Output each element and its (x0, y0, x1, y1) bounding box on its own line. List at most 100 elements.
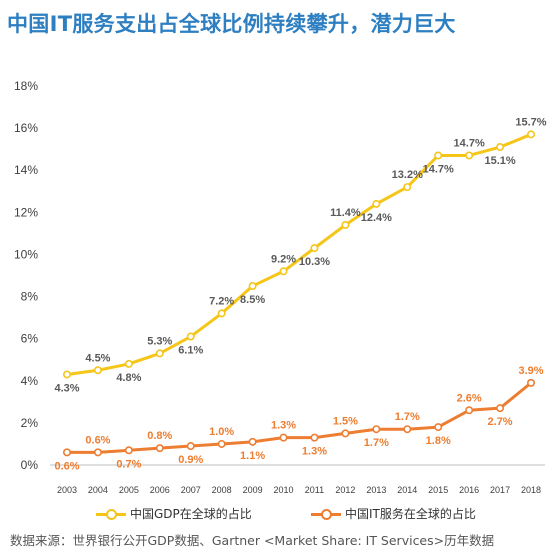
series-line-gdp (66, 133, 532, 376)
data-point-it (217, 439, 226, 448)
data-label-gdp: 7.2% (209, 295, 234, 307)
data-label-gdp: 4.5% (85, 352, 110, 364)
legend-item-it: 中国IT服务在全球的占比 (311, 505, 476, 522)
data-label-it: 0.7% (116, 458, 141, 470)
data-point-it (310, 433, 319, 442)
data-point-gdp (310, 244, 319, 253)
data-label-it: 0.9% (178, 454, 203, 466)
x-tick-label: 2013 (366, 485, 386, 495)
data-label-gdp: 15.1% (484, 155, 515, 167)
x-tick-label: 2003 (57, 485, 77, 495)
data-label-it: 1.0% (209, 426, 234, 438)
y-tick-label: 2% (21, 416, 39, 430)
legend-label-gdp: 中国GDP在全球的占比 (130, 507, 252, 521)
data-label-it: 2.6% (457, 392, 482, 404)
data-point-gdp (124, 359, 133, 368)
data-point-gdp (279, 267, 288, 276)
y-tick-label: 16% (14, 121, 38, 135)
data-point-it (124, 446, 133, 455)
data-label-gdp: 13.2% (392, 169, 423, 181)
data-label-gdp: 11.4% (330, 207, 361, 219)
x-tick-label: 2004 (88, 485, 108, 495)
data-label-it: 1.7% (364, 437, 389, 449)
y-tick-label: 0% (21, 458, 39, 472)
data-label-gdp: 10.3% (299, 256, 330, 268)
data-label-gdp: 12.4% (361, 212, 392, 224)
legend: 中国GDP在全球的占比 中国IT服务在全球的占比 (96, 505, 536, 523)
data-label-it: 1.3% (271, 420, 296, 432)
data-point-gdp (372, 199, 381, 208)
data-point-it (248, 437, 257, 446)
data-point-it (526, 378, 535, 387)
data-label-gdp: 4.8% (116, 372, 141, 384)
data-label-it: 1.5% (333, 415, 358, 427)
data-label-it: 2.7% (488, 416, 513, 428)
data-label-it: 1.8% (426, 435, 451, 447)
data-label-gdp: 15.7% (515, 116, 546, 128)
data-label-it: 0.6% (54, 460, 79, 472)
data-point-gdp (248, 282, 257, 291)
data-label-gdp: 14.7% (423, 163, 454, 175)
data-point-it (434, 423, 443, 432)
legend-label-it: 中国IT服务在全球的占比 (345, 507, 476, 521)
data-point-it (403, 425, 412, 434)
data-point-gdp (496, 143, 505, 152)
y-tick-label: 14% (14, 163, 38, 177)
x-tick-label: 2007 (181, 485, 201, 495)
data-label-it: 0.6% (85, 434, 110, 446)
x-tick-label: 2012 (335, 485, 355, 495)
data-point-gdp (155, 349, 164, 358)
data-point-it (341, 429, 350, 438)
x-tick-label: 2017 (490, 485, 510, 495)
data-point-gdp (93, 366, 102, 375)
data-point-it (465, 406, 474, 415)
x-tick-label: 2015 (428, 485, 448, 495)
data-point-it (372, 425, 381, 434)
data-label-it: 1.3% (302, 446, 327, 458)
x-tick-label: 2010 (274, 485, 294, 495)
data-label-it: 1.7% (395, 411, 420, 423)
data-label-it: 0.8% (147, 430, 172, 442)
data-label-gdp: 6.1% (178, 345, 203, 357)
x-tick-label: 2009 (243, 485, 263, 495)
y-tick-label: 10% (14, 247, 38, 261)
data-label-gdp: 14.7% (454, 137, 485, 149)
data-label-gdp: 9.2% (271, 253, 296, 265)
data-point-it (155, 444, 164, 453)
data-label-gdp: 8.5% (240, 294, 265, 306)
x-tick-label: 2011 (305, 485, 324, 495)
y-tick-label: 6% (21, 332, 39, 346)
data-label-gdp: 4.3% (54, 382, 79, 394)
x-tick-label: 2005 (119, 485, 139, 495)
x-tick-label: 2018 (521, 485, 541, 495)
x-tick-label: 2016 (459, 485, 479, 495)
data-point-it (279, 433, 288, 442)
data-point-it (62, 448, 71, 457)
x-tick-label: 2008 (212, 485, 232, 495)
data-point-gdp (62, 370, 71, 379)
data-point-gdp (465, 151, 474, 160)
legend-swatch-it (311, 507, 341, 521)
data-point-it (93, 448, 102, 457)
data-point-gdp (341, 220, 350, 229)
data-point-it (496, 404, 505, 413)
data-point-gdp (186, 332, 195, 341)
series-line-it (67, 381, 532, 454)
data-point-gdp (434, 151, 443, 160)
data-label-it: 3.9% (518, 365, 543, 377)
chart-title: 中国IT服务支出占全球比例持续攀升，潜力巨大 (7, 12, 456, 36)
data-point-gdp (403, 183, 412, 192)
source-note: 数据来源：世界银行公开GDP数据、Gartner <Market Share: … (10, 533, 495, 548)
x-tick-label: 2014 (397, 485, 417, 495)
y-tick-label: 8% (21, 290, 39, 304)
y-tick-label: 12% (14, 205, 38, 219)
x-tick-label: 2006 (150, 485, 170, 495)
legend-swatch-gdp (96, 507, 126, 521)
data-point-gdp (217, 309, 226, 318)
data-point-it (186, 442, 195, 451)
y-tick-label: 4% (21, 374, 39, 388)
data-point-gdp (526, 130, 535, 139)
data-label-it: 1.1% (240, 450, 265, 462)
data-label-gdp: 5.3% (147, 335, 172, 347)
